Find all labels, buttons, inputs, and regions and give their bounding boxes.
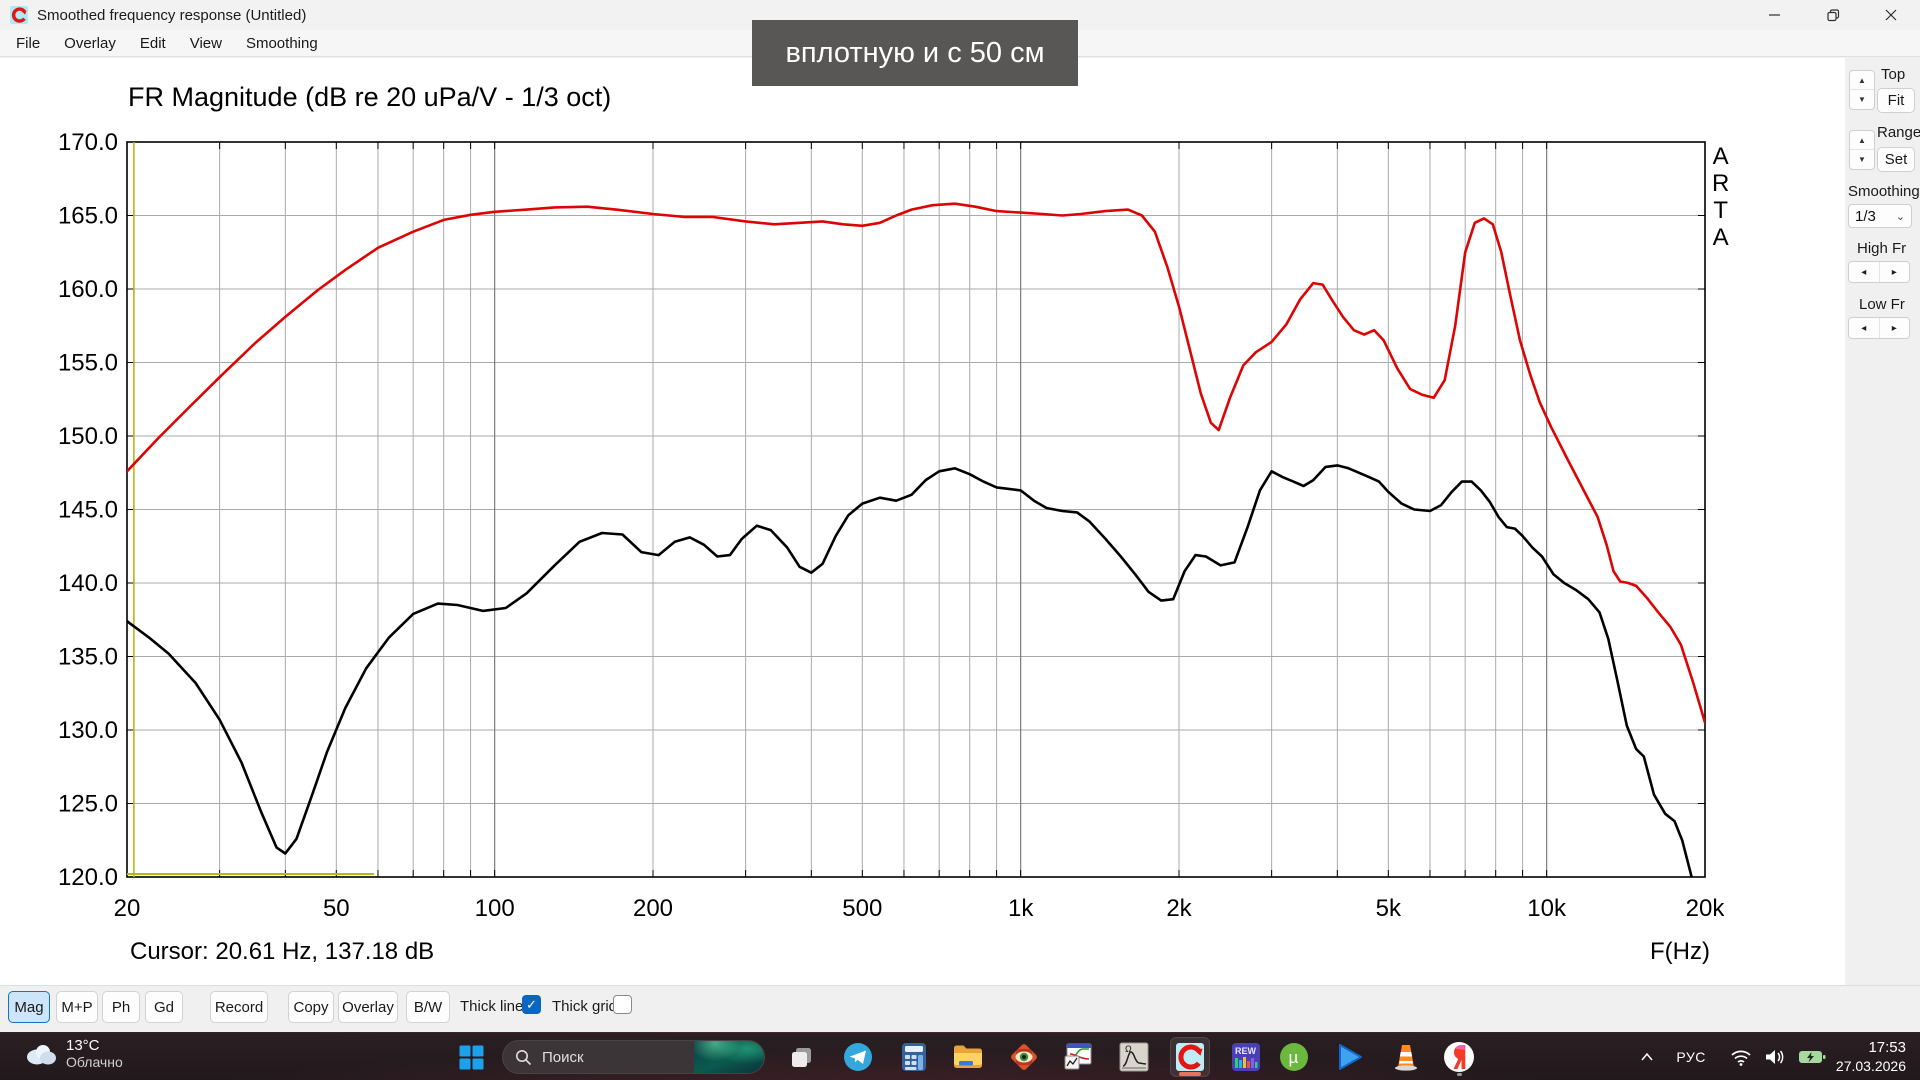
high-fr-left-icon[interactable]: ◂ (1849, 262, 1880, 282)
fit-button[interactable]: Fit (1877, 88, 1915, 113)
weather-desc: Облачно (66, 1054, 123, 1070)
wifi-icon[interactable] (1730, 1048, 1752, 1066)
tray-date: 27.03.2026 (1835, 1058, 1906, 1074)
clock[interactable]: 17:53 27.03.2026 (1836, 1038, 1906, 1076)
search-placeholder: Поиск (542, 1048, 584, 1066)
low-fr-left-icon[interactable]: ◂ (1849, 318, 1880, 338)
arta-taskbar-icon[interactable] (1174, 1041, 1206, 1073)
window-title: Smoothed frequency response (Untitled) (37, 6, 307, 24)
minimize-button[interactable] (1746, 0, 1804, 30)
rew-app-icon[interactable]: REW (1230, 1041, 1262, 1073)
high-fr-arrows[interactable]: ◂ ▸ (1848, 261, 1910, 283)
thick-line-label: Thick line (460, 998, 524, 1015)
gd-button[interactable]: Gd (145, 991, 183, 1023)
telegram-icon[interactable] (842, 1041, 874, 1073)
thick-line-checkbox[interactable]: ✓ (522, 995, 541, 1014)
ph-button[interactable]: Ph (102, 991, 140, 1023)
weather-widget[interactable]: 13°C Облачно (24, 1037, 123, 1071)
eye-viewer-icon[interactable] (1008, 1041, 1040, 1073)
bw-button[interactable]: B/W (406, 991, 450, 1023)
rew-label: REW (1235, 1046, 1257, 1056)
yandex-running-indicator (1457, 1073, 1462, 1076)
low-fr-label: Low Fr (1859, 296, 1905, 313)
range-down-icon[interactable]: ▼ (1858, 155, 1866, 164)
limp-app-icon[interactable]: Ω (1118, 1041, 1150, 1073)
battery-charging-icon[interactable] (1798, 1049, 1826, 1065)
low-fr-arrows[interactable]: ◂ ▸ (1848, 317, 1910, 339)
cloud-icon (27, 1045, 56, 1065)
close-button[interactable] (1862, 0, 1920, 30)
arta-watermark: A R T A (1712, 143, 1730, 251)
smoothing-dropdown[interactable]: 1/3 ⌄ (1848, 204, 1912, 228)
smoothing-value: 1/3 (1855, 207, 1876, 225)
taskbar: 13°C Облачно Поиск (0, 1032, 1920, 1080)
search-icon (516, 1049, 532, 1065)
utorrent-icon[interactable]: µ (1278, 1041, 1310, 1073)
arta-running-indicator (1179, 1072, 1201, 1076)
chart-client-area (0, 58, 1845, 985)
range-up-icon[interactable]: ▲ (1850, 131, 1874, 150)
low-fr-right-icon[interactable]: ▸ (1891, 322, 1897, 334)
thick-grid-label: Thick grid (552, 998, 618, 1015)
menu-smoothing[interactable]: Smoothing (245, 34, 318, 52)
top-up-icon[interactable]: ▲ (1850, 71, 1874, 90)
range-label: Range (1877, 124, 1920, 141)
menu-file[interactable]: File (16, 34, 41, 52)
vlc-icon[interactable] (1390, 1041, 1422, 1073)
limp-omega-glyph: Ω (1125, 1044, 1132, 1054)
weather-temp: 13°C (66, 1037, 100, 1054)
menu-edit[interactable]: Edit (139, 34, 166, 52)
utorrent-mu-glyph: µ (1289, 1048, 1299, 1067)
task-view-icon[interactable] (786, 1041, 818, 1073)
cursor-readout: Cursor: 20.61 Hz, 137.18 dB (130, 938, 435, 965)
arta-app-icon (10, 6, 28, 24)
smoothing-label: Smoothing (1848, 183, 1920, 200)
menu-overlay[interactable]: Overlay (64, 34, 116, 52)
menu-view[interactable]: View (189, 34, 222, 52)
search-input[interactable]: Поиск (502, 1040, 765, 1074)
chart-title: FR Magnitude (dB re 20 uPa/V - 1/3 oct) (128, 82, 612, 112)
language-indicator[interactable]: РУС (1676, 1049, 1706, 1065)
mp-button[interactable]: M+P (56, 991, 98, 1023)
media-player-icon[interactable] (1334, 1041, 1366, 1073)
overlay-note: вплотную и с 50 см (752, 20, 1078, 86)
mag-button[interactable]: Mag (8, 991, 50, 1023)
high-fr-right-icon[interactable]: ▸ (1891, 266, 1897, 278)
top-down-icon[interactable]: ▼ (1858, 95, 1866, 104)
file-explorer-icon[interactable] (952, 1041, 984, 1073)
top-spinner[interactable]: ▲ ▼ (1849, 70, 1875, 110)
tray-time: 17:53 (1868, 1039, 1906, 1056)
x-axis-unit-label: F(Hz) (1650, 938, 1710, 965)
top-label: Top (1881, 66, 1906, 83)
tray-expand-icon[interactable] (1640, 1052, 1654, 1062)
search-daily-image[interactable] (694, 1041, 764, 1073)
record-button[interactable]: Record (210, 991, 268, 1023)
bottom-toolbar: Mag M+P Ph Gd Record Copy Overlay B/W Th… (0, 985, 1920, 1032)
set-button[interactable]: Set (1877, 147, 1915, 172)
restore-button[interactable] (1804, 0, 1862, 30)
side-panel: Top ▲ ▼ Fit Range ▲ ▼ Set Smoothing 1/3 … (1845, 58, 1920, 985)
range-spinner[interactable]: ▲ ▼ (1849, 130, 1875, 170)
overlay-button[interactable]: Overlay (338, 991, 398, 1023)
calculator-icon[interactable] (898, 1041, 930, 1073)
thick-grid-checkbox[interactable] (613, 995, 632, 1014)
windows-logo-icon (459, 1045, 483, 1069)
start-button[interactable] (455, 1041, 487, 1073)
copy-button[interactable]: Copy (288, 991, 334, 1023)
chevron-down-icon: ⌄ (1895, 210, 1905, 223)
volume-icon[interactable] (1764, 1048, 1786, 1066)
steps-app-icon[interactable] (1062, 1041, 1094, 1073)
yandex-browser-icon[interactable] (1443, 1041, 1475, 1073)
high-fr-label: High Fr (1857, 240, 1907, 257)
